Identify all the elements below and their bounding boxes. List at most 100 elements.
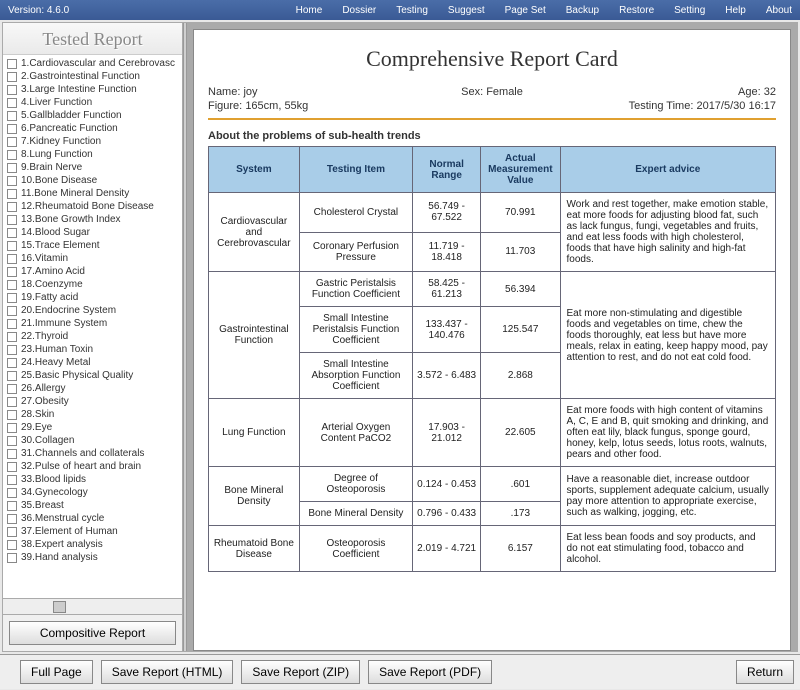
tree-item-39[interactable]: 39.Hand analysis (7, 551, 182, 564)
advice-cell: Work and rest together, make emotion sta… (560, 193, 775, 272)
tree-item-label: 8.Lung Function (21, 149, 93, 160)
tree-item-9[interactable]: 9.Brain Nerve (7, 161, 182, 174)
save-pdf-button[interactable]: Save Report (PDF) (368, 660, 492, 684)
tree-item-10[interactable]: 10.Bone Disease (7, 174, 182, 187)
tree-item-label: 2.Gastrointestinal Function (21, 71, 140, 82)
tree-node-icon (7, 332, 17, 342)
tree-item-17[interactable]: 17.Amino Acid (7, 265, 182, 278)
item-cell: Cholesterol Crystal (299, 193, 412, 233)
tree-item-16[interactable]: 16.Vitamin (7, 252, 182, 265)
tree-item-22[interactable]: 22.Thyroid (7, 330, 182, 343)
tree-item-34[interactable]: 34.Gynecology (7, 486, 182, 499)
tree-item-label: 39.Hand analysis (21, 552, 98, 563)
system-cell: Gastrointestinal Function (209, 272, 300, 399)
tree-item-4[interactable]: 4.Liver Function (7, 96, 182, 109)
tree-node-icon (7, 124, 17, 134)
tree-item-31[interactable]: 31.Channels and collaterals (7, 447, 182, 460)
tree-item-28[interactable]: 28.Skin (7, 408, 182, 421)
tree-node-icon (7, 176, 17, 186)
tree-item-19[interactable]: 19.Fatty acid (7, 291, 182, 304)
top-menu-bar: Version: 4.6.0 HomeDossierTestingSuggest… (0, 0, 800, 20)
tree-node-icon (7, 202, 17, 212)
tree-item-36[interactable]: 36.Menstrual cycle (7, 512, 182, 525)
advice-cell: Eat more non-stimulating and digestible … (560, 272, 775, 399)
h-scrollbar[interactable] (3, 598, 182, 614)
menu-home[interactable]: Home (296, 5, 323, 16)
tree-item-label: 15.Trace Element (21, 240, 100, 251)
tree-item-23[interactable]: 23.Human Toxin (7, 343, 182, 356)
item-cell: Osteoporosis Coefficient (299, 526, 412, 572)
menu-dossier[interactable]: Dossier (342, 5, 376, 16)
menu-backup[interactable]: Backup (566, 5, 599, 16)
report-title: Comprehensive Report Card (208, 46, 776, 72)
menu-testing[interactable]: Testing (396, 5, 428, 16)
tree-node-icon (7, 319, 17, 329)
tree-node-icon (7, 462, 17, 472)
tree-item-33[interactable]: 33.Blood lipids (7, 473, 182, 486)
report-tree[interactable]: 1.Cardiovascular and Cerebrovasc2.Gastro… (3, 55, 182, 598)
sex-label: Sex: (461, 86, 483, 98)
save-zip-button[interactable]: Save Report (ZIP) (241, 660, 360, 684)
menu-restore[interactable]: Restore (619, 5, 654, 16)
tree-node-icon (7, 254, 17, 264)
tree-item-label: 34.Gynecology (21, 487, 88, 498)
tree-item-37[interactable]: 37.Element of Human (7, 525, 182, 538)
tree-item-label: 28.Skin (21, 409, 54, 420)
h-scroll-thumb[interactable] (53, 601, 66, 613)
item-cell: Small Intestine Absorption Function Coef… (299, 353, 412, 399)
tree-node-icon (7, 514, 17, 524)
full-page-button[interactable]: Full Page (20, 660, 93, 684)
compositive-report-button[interactable]: Compositive Report (9, 621, 176, 645)
tree-item-26[interactable]: 26.Allergy (7, 382, 182, 395)
return-button[interactable]: Return (736, 660, 794, 684)
tree-item-2[interactable]: 2.Gastrointestinal Function (7, 70, 182, 83)
tree-item-13[interactable]: 13.Bone Growth Index (7, 213, 182, 226)
tree-item-8[interactable]: 8.Lung Function (7, 148, 182, 161)
tree-item-7[interactable]: 7.Kidney Function (7, 135, 182, 148)
sidebar-title: Tested Report (3, 23, 182, 55)
range-cell: 2.019 - 4.721 (413, 526, 481, 572)
tree-item-30[interactable]: 30.Collagen (7, 434, 182, 447)
tree-item-1[interactable]: 1.Cardiovascular and Cerebrovasc (7, 57, 182, 70)
tree-item-3[interactable]: 3.Large Intestine Function (7, 83, 182, 96)
value-cell: 6.157 (481, 526, 560, 572)
tree-item-29[interactable]: 29.Eye (7, 421, 182, 434)
menu-page-set[interactable]: Page Set (505, 5, 546, 16)
tree-item-15[interactable]: 15.Trace Element (7, 239, 182, 252)
tree-item-label: 36.Menstrual cycle (21, 513, 104, 524)
tree-item-5[interactable]: 5.Gallbladder Function (7, 109, 182, 122)
tree-item-24[interactable]: 24.Heavy Metal (7, 356, 182, 369)
tree-item-35[interactable]: 35.Breast (7, 499, 182, 512)
value-cell: .173 (481, 502, 560, 526)
tree-node-icon (7, 384, 17, 394)
menu-setting[interactable]: Setting (674, 5, 705, 16)
tree-item-label: 11.Bone Mineral Density (21, 188, 129, 199)
menu-suggest[interactable]: Suggest (448, 5, 485, 16)
tree-node-icon (7, 98, 17, 108)
tree-item-label: 29.Eye (21, 422, 52, 433)
tree-item-38[interactable]: 38.Expert analysis (7, 538, 182, 551)
tree-item-14[interactable]: 14.Blood Sugar (7, 226, 182, 239)
tree-node-icon (7, 436, 17, 446)
tree-item-label: 6.Pancreatic Function (21, 123, 118, 134)
tree-item-label: 13.Bone Growth Index (21, 214, 121, 225)
tree-item-label: 23.Human Toxin (21, 344, 93, 355)
tree-item-11[interactable]: 11.Bone Mineral Density (7, 187, 182, 200)
tree-item-12[interactable]: 12.Rheumatoid Bone Disease (7, 200, 182, 213)
tree-item-label: 12.Rheumatoid Bone Disease (21, 201, 154, 212)
tree-item-6[interactable]: 6.Pancreatic Function (7, 122, 182, 135)
table-row: Rheumatoid Bone DiseaseOsteoporosis Coef… (209, 526, 776, 572)
figure-label: Figure: (208, 100, 242, 112)
tree-item-20[interactable]: 20.Endocrine System (7, 304, 182, 317)
tree-item-25[interactable]: 25.Basic Physical Quality (7, 369, 182, 382)
item-cell: Gastric Peristalsis Function Coefficient (299, 272, 412, 307)
item-cell: Coronary Perfusion Pressure (299, 232, 412, 272)
menu-help[interactable]: Help (725, 5, 746, 16)
menu-about[interactable]: About (766, 5, 792, 16)
tree-item-21[interactable]: 21.Immune System (7, 317, 182, 330)
tree-item-18[interactable]: 18.Coenzyme (7, 278, 182, 291)
save-html-button[interactable]: Save Report (HTML) (101, 660, 234, 684)
tree-item-32[interactable]: 32.Pulse of heart and brain (7, 460, 182, 473)
tree-item-27[interactable]: 27.Obesity (7, 395, 182, 408)
advice-cell: Eat more foods with high content of vita… (560, 399, 775, 467)
